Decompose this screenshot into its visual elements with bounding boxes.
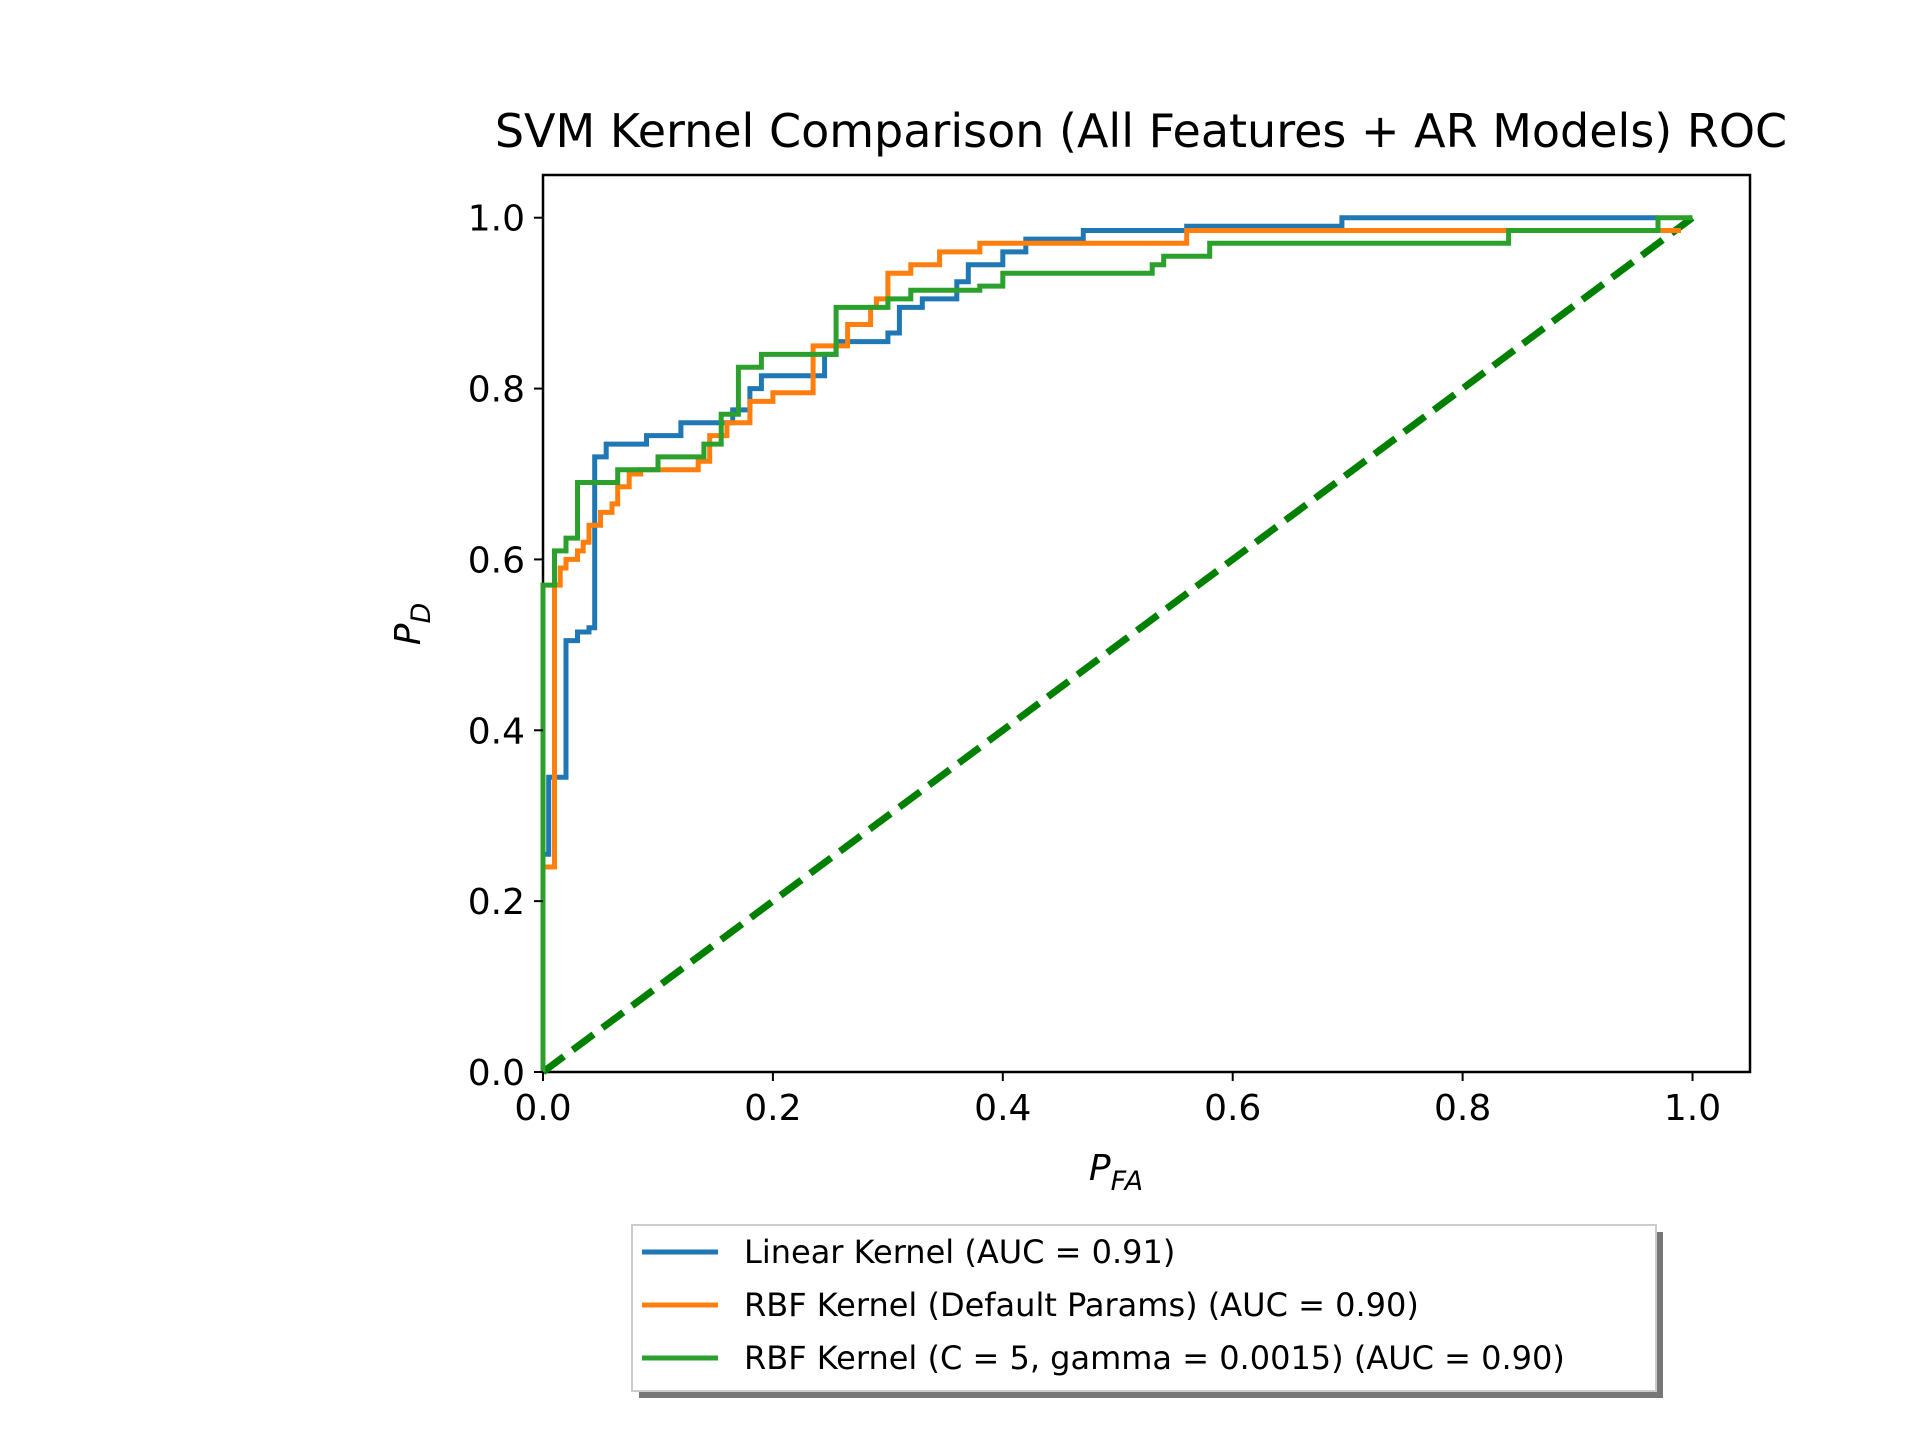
y-tick-label: 0.4	[468, 711, 525, 752]
series-layer	[540, 214, 1695, 1075]
x-tick-label: 0.0	[514, 1088, 571, 1129]
y-axis-label-sub: D	[406, 603, 437, 624]
legend-box	[631, 1224, 1657, 1392]
legend-label: RBF Kernel (C = 5, gamma = 0.0015) (AUC …	[744, 1339, 1565, 1377]
roc-series-line-1	[540, 228, 1681, 1072]
legend-label: RBF Kernel (Default Params) (AUC = 0.90)	[744, 1286, 1419, 1324]
legend-label: Linear Kernel (AUC = 0.91)	[744, 1233, 1175, 1271]
x-axis: 0.0 0.2 0.4 0.6 0.8 1.0	[514, 1072, 1721, 1129]
roc-series-line-0	[540, 215, 1658, 1072]
x-axis-label: PFA	[1089, 1148, 1143, 1197]
y-tick-label: 0.0	[468, 1053, 525, 1094]
legend-items: Linear Kernel (AUC = 0.91) RBF Kernel (De…	[642, 1233, 1565, 1377]
x-tick-label: 0.8	[1434, 1088, 1491, 1129]
y-tick-label: 0.6	[468, 540, 525, 581]
x-axis-label-main: P	[1089, 1148, 1111, 1189]
roc-series-line-2	[540, 215, 1693, 1072]
y-tick-label: 0.2	[468, 882, 525, 923]
y-tick-label: 1.0	[468, 199, 525, 240]
y-axis: 0.0 0.2 0.4 0.6 0.8 1.0	[468, 199, 543, 1094]
chart-title: SVM Kernel Comparison (All Features + AR…	[495, 104, 1787, 158]
chance-diagonal-line	[540, 214, 1695, 1075]
x-axis-label-sub: FA	[1111, 1166, 1143, 1197]
x-tick-label: 0.6	[1204, 1088, 1261, 1129]
y-axis-label: PD	[388, 603, 437, 646]
x-tick-label: 0.2	[744, 1088, 801, 1129]
y-tick-label: 0.8	[468, 370, 525, 411]
y-axis-label-main: P	[388, 623, 429, 645]
x-tick-label: 1.0	[1664, 1088, 1721, 1129]
legend: Linear Kernel (AUC = 0.91) RBF Kernel (De…	[631, 1224, 1663, 1398]
x-tick-label: 0.4	[974, 1088, 1031, 1129]
plot-area	[540, 173, 1752, 1075]
